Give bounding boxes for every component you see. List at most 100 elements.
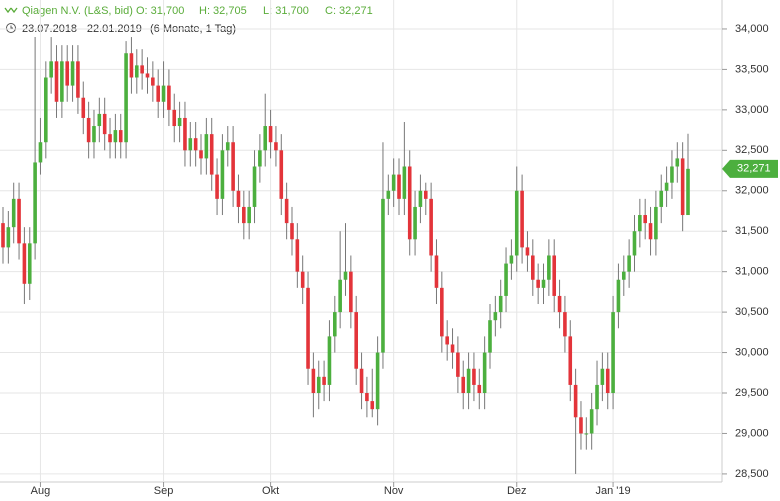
candle-body xyxy=(643,215,647,224)
candle-body xyxy=(268,126,273,143)
candle-body xyxy=(204,134,209,159)
candle-body xyxy=(108,134,112,143)
candle-body xyxy=(354,312,359,369)
low-label: L: 31,700 xyxy=(263,5,309,17)
y-tick-label: 33,000 xyxy=(735,104,769,116)
header-icon xyxy=(4,7,18,14)
candle-body xyxy=(621,271,626,280)
title: Qiagen N.V. (L&S, bid) xyxy=(22,5,133,17)
candle-body xyxy=(365,393,369,402)
candle-body xyxy=(605,368,610,394)
x-tick-label: Jan '19 xyxy=(596,485,631,497)
candle-body xyxy=(343,271,348,280)
candle-body xyxy=(563,312,567,337)
candle-body xyxy=(659,190,664,207)
candle-body xyxy=(113,130,118,143)
clock-hand xyxy=(10,25,13,29)
candle-body xyxy=(466,368,471,394)
candle-body xyxy=(300,271,305,288)
candle-body xyxy=(193,138,198,151)
candle-body xyxy=(327,336,332,385)
candle-body xyxy=(236,190,241,207)
x-tick-label: Nov xyxy=(384,485,404,497)
candle-body xyxy=(118,130,123,143)
candle-body xyxy=(498,295,503,313)
candle-body xyxy=(536,279,540,288)
candle-body xyxy=(11,198,16,228)
candle-body xyxy=(231,142,235,191)
candle-body xyxy=(247,206,251,224)
candle-body xyxy=(242,206,246,224)
candle-body xyxy=(445,336,449,345)
y-tick-label: 29,500 xyxy=(735,387,769,399)
candle-body xyxy=(177,117,182,127)
candle-body xyxy=(664,182,669,191)
candle-body xyxy=(429,198,433,256)
close-label: C: 32,271 xyxy=(325,5,373,17)
y-tick-label: 32,000 xyxy=(735,185,769,197)
candle-body xyxy=(525,247,530,256)
y-tick-label: 30,500 xyxy=(735,306,769,318)
candle-body xyxy=(461,376,466,394)
candle-body xyxy=(252,166,257,207)
candle-body xyxy=(145,73,150,78)
candle-body xyxy=(434,255,439,288)
candle-body xyxy=(44,77,48,143)
candle-body xyxy=(279,150,284,199)
candle-body xyxy=(1,223,5,248)
candle-body xyxy=(680,158,685,216)
candle-body xyxy=(520,190,524,248)
candle-body xyxy=(648,223,653,240)
candle-body xyxy=(675,158,680,167)
candle-body xyxy=(632,231,637,256)
candle-body xyxy=(54,61,59,102)
candle-body xyxy=(316,376,321,394)
candle-body xyxy=(402,166,407,199)
candle-body xyxy=(370,401,375,410)
candle-body xyxy=(86,117,91,143)
candle-body xyxy=(375,352,380,410)
candle-body xyxy=(670,166,674,183)
candle-body xyxy=(493,312,498,321)
candle-body xyxy=(616,279,621,313)
candle-body xyxy=(209,134,214,175)
candle-body xyxy=(338,279,342,313)
candle-body xyxy=(509,255,514,264)
candle-body xyxy=(263,126,268,151)
candle-body xyxy=(488,320,492,353)
candle-body xyxy=(311,368,316,394)
candle-body xyxy=(129,53,134,78)
candle-body xyxy=(413,206,417,240)
y-tick-label: 28,500 xyxy=(735,468,769,480)
candle-body xyxy=(541,279,546,288)
candle-body xyxy=(557,295,562,313)
candle-body xyxy=(568,336,573,385)
candle-body xyxy=(627,255,631,272)
candle-body xyxy=(97,113,102,127)
candle-body xyxy=(60,61,64,102)
candle-body xyxy=(215,174,219,199)
candle-body xyxy=(65,61,70,86)
candle-body xyxy=(290,223,294,240)
candle-body xyxy=(27,243,32,284)
candle-body xyxy=(140,65,144,74)
clock-icon xyxy=(6,23,16,33)
candle-body xyxy=(600,368,605,385)
candle-body xyxy=(418,190,423,207)
candle-body xyxy=(306,287,310,369)
candle-body xyxy=(547,255,551,280)
x-tick-label: Aug xyxy=(31,485,51,497)
candle-body xyxy=(391,174,396,191)
candle-body xyxy=(407,166,412,240)
candle-body xyxy=(102,113,107,135)
candle-body xyxy=(92,126,96,143)
candle-body xyxy=(167,85,171,110)
candle-body xyxy=(386,190,391,199)
candle-body xyxy=(686,168,690,216)
candle-body xyxy=(332,312,337,337)
candle-body xyxy=(124,53,128,143)
candle-body xyxy=(482,352,487,394)
candle-body xyxy=(6,227,11,248)
candle-body xyxy=(654,206,658,240)
candle-body xyxy=(450,344,455,353)
